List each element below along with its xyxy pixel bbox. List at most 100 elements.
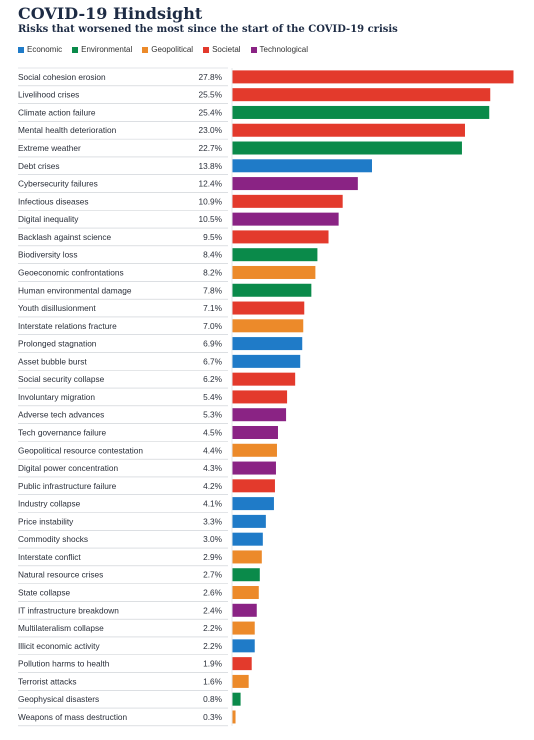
value-label: 2.9% bbox=[203, 552, 223, 562]
category-label: State collapse bbox=[18, 588, 71, 598]
category-label: Interstate conflict bbox=[18, 552, 81, 562]
legend: Economic Environmental Geopolitical Soci… bbox=[18, 45, 308, 54]
category-label: Adverse tech advances bbox=[18, 410, 104, 420]
bar bbox=[232, 319, 304, 333]
category-label: Prolonged stagnation bbox=[18, 339, 97, 349]
value-label: 27.8% bbox=[198, 72, 222, 82]
value-label: 2.7% bbox=[203, 570, 223, 580]
category-label: Commodity shocks bbox=[18, 534, 88, 544]
value-label: 7.8% bbox=[203, 285, 223, 295]
bar bbox=[232, 479, 275, 493]
legend-swatch-economic bbox=[18, 46, 24, 53]
value-label: 6.9% bbox=[203, 339, 223, 349]
category-label: Cybersecurity failures bbox=[18, 179, 98, 189]
bar bbox=[232, 621, 255, 635]
bar bbox=[232, 265, 316, 279]
legend-label: Environmental bbox=[81, 45, 133, 54]
category-label: Tech governance failure bbox=[18, 427, 106, 437]
bar bbox=[232, 390, 288, 404]
bar bbox=[232, 710, 236, 724]
bar bbox=[232, 692, 241, 706]
bar bbox=[232, 603, 257, 617]
legend-swatch-technological bbox=[250, 46, 257, 53]
bar bbox=[232, 639, 255, 653]
bar bbox=[232, 586, 259, 600]
value-label: 1.9% bbox=[203, 659, 223, 669]
category-label: Backlash against science bbox=[18, 232, 112, 242]
bar bbox=[232, 123, 465, 137]
category-label: Human environmental damage bbox=[18, 285, 132, 295]
value-label: 8.2% bbox=[203, 267, 223, 277]
bar bbox=[232, 532, 263, 546]
legend-item-geopolitical: Geopolitical bbox=[142, 45, 193, 54]
bar bbox=[232, 159, 372, 173]
bar bbox=[232, 141, 462, 155]
value-label: 4.4% bbox=[203, 445, 223, 455]
value-label: 23.0% bbox=[198, 125, 222, 135]
value-label: 2.4% bbox=[203, 605, 223, 615]
legend-swatch-environmental bbox=[72, 46, 79, 53]
bar bbox=[232, 230, 329, 244]
bar bbox=[232, 568, 260, 582]
category-label: Climate action failure bbox=[18, 107, 96, 117]
category-label: Interstate relations fracture bbox=[18, 321, 117, 331]
value-label: 10.9% bbox=[198, 196, 222, 206]
category-label: Digital inequality bbox=[18, 214, 79, 224]
bar bbox=[232, 657, 252, 671]
bar bbox=[232, 461, 276, 475]
category-label: Pollution harms to health bbox=[18, 659, 110, 669]
bar bbox=[232, 372, 296, 386]
bar bbox=[232, 408, 287, 422]
legend-item-societal: Societal bbox=[203, 45, 241, 54]
value-label: 8.4% bbox=[203, 250, 223, 260]
value-label: 1.6% bbox=[203, 676, 223, 686]
legend-item-environmental: Environmental bbox=[72, 45, 132, 54]
chart-title: COVID-19 Hindsight bbox=[18, 4, 203, 23]
bar bbox=[232, 425, 278, 439]
category-label: Digital power concentration bbox=[18, 463, 118, 473]
value-label: 0.8% bbox=[203, 694, 223, 704]
bar bbox=[232, 248, 318, 262]
legend-label: Economic bbox=[27, 45, 63, 54]
category-label: Asset bubble burst bbox=[18, 356, 87, 366]
category-label: Price instability bbox=[18, 516, 74, 526]
category-label: Extreme weather bbox=[18, 143, 81, 153]
value-label: 3.3% bbox=[203, 516, 223, 526]
category-label: Geoeconomic confrontations bbox=[18, 267, 124, 277]
bar bbox=[232, 674, 249, 688]
value-label: 2.2% bbox=[203, 623, 223, 633]
value-label: 7.0% bbox=[203, 321, 223, 331]
category-label: Multilateralism collapse bbox=[18, 623, 104, 633]
category-label: Natural resource crises bbox=[18, 570, 103, 580]
bar bbox=[232, 283, 312, 297]
category-label: Livelihood crises bbox=[18, 90, 79, 100]
legend-label: Geopolitical bbox=[151, 45, 194, 54]
category-label: Infectious diseases bbox=[18, 196, 89, 206]
value-label: 5.3% bbox=[203, 410, 223, 420]
category-label: IT infrastructure breakdown bbox=[18, 605, 119, 615]
legend-item-economic: Economic bbox=[18, 45, 62, 54]
category-label: Debt crises bbox=[18, 161, 60, 171]
legend-swatch-geopolitical bbox=[142, 46, 149, 53]
value-label: 13.8% bbox=[198, 161, 222, 171]
value-label: 6.7% bbox=[203, 356, 223, 366]
bar bbox=[232, 443, 277, 457]
bar bbox=[232, 337, 303, 351]
category-label: Involuntary migration bbox=[18, 392, 95, 402]
value-label: 7.1% bbox=[203, 303, 223, 313]
value-label: 2.6% bbox=[203, 588, 223, 598]
value-label: 22.7% bbox=[198, 143, 222, 153]
category-label: Terrorist attacks bbox=[18, 676, 77, 686]
bar bbox=[232, 354, 301, 368]
category-label: Public infrastructure failure bbox=[18, 481, 117, 491]
bar bbox=[232, 88, 491, 102]
category-label: Geopolitical resource contestation bbox=[18, 445, 143, 455]
bar bbox=[232, 550, 262, 564]
bar bbox=[232, 105, 490, 119]
value-label: 3.0% bbox=[203, 534, 223, 544]
value-label: 6.2% bbox=[203, 374, 223, 384]
legend-label: Societal bbox=[212, 45, 241, 54]
value-label: 2.2% bbox=[203, 641, 223, 651]
bar bbox=[232, 514, 266, 528]
legend-item-technological: Technological bbox=[250, 45, 308, 54]
